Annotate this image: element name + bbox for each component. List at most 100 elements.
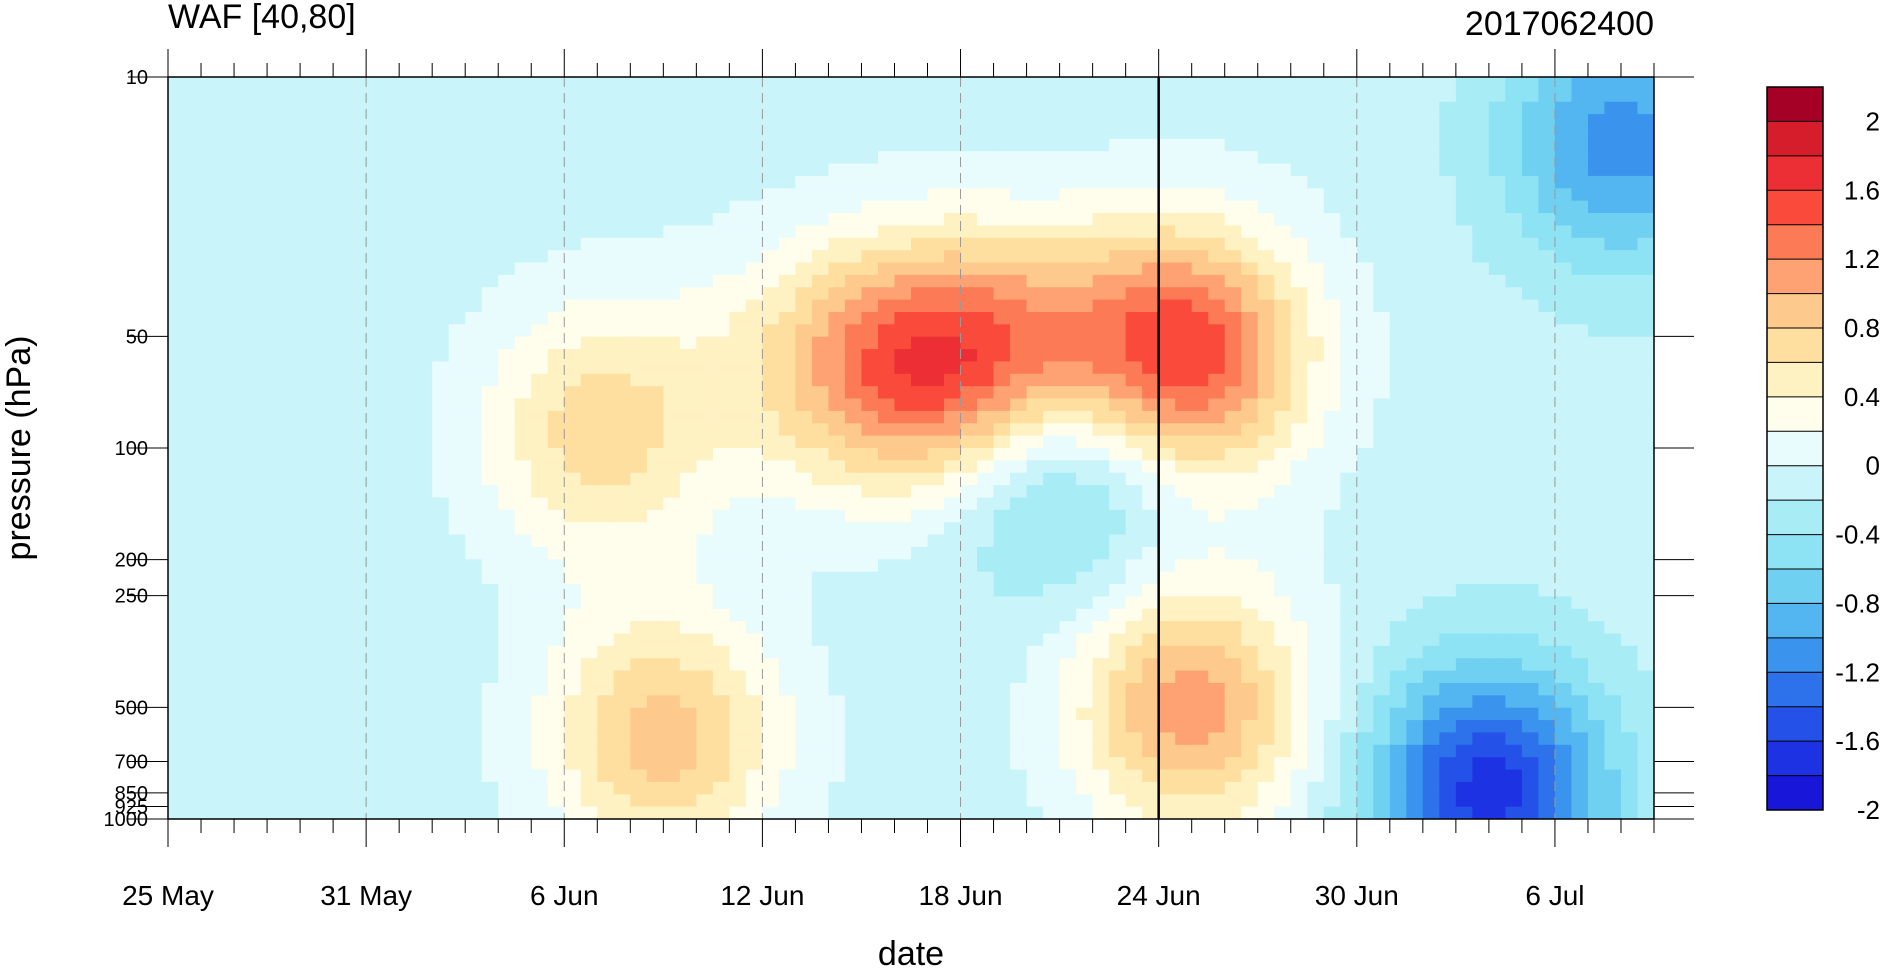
contour-cell (679, 596, 697, 610)
contour-cell (1488, 126, 1506, 140)
contour-cell (250, 114, 268, 128)
contour-cell (795, 77, 813, 90)
contour-cell (283, 695, 301, 709)
contour-cell (597, 806, 615, 819)
contour-cell (1257, 571, 1275, 585)
contour-cell (1455, 497, 1473, 511)
contour-cell (333, 720, 351, 734)
contour-cell (679, 89, 697, 103)
contour-cell (729, 386, 747, 400)
contour-cell (1241, 485, 1259, 499)
contour-cell (1043, 262, 1061, 276)
contour-cell (1010, 534, 1028, 548)
contour-cell (1422, 373, 1440, 387)
contour-cell (234, 571, 252, 585)
contour-cell (300, 386, 318, 400)
contour-cell (712, 757, 730, 771)
contour-cell (300, 559, 318, 573)
contour-cell (828, 398, 846, 412)
contour-cell (1373, 336, 1391, 350)
contour-cell (597, 114, 615, 128)
contour-cell (630, 435, 648, 449)
contour-cell (1191, 138, 1209, 152)
contour-cell (613, 373, 631, 387)
contour-cell (646, 769, 664, 783)
contour-cell (481, 794, 499, 808)
contour-cell (1389, 485, 1407, 499)
contour-cell (1043, 596, 1061, 610)
contour-cell (1521, 126, 1540, 140)
contour-cell (894, 485, 912, 499)
contour-cell (1043, 138, 1061, 152)
contour-cell (795, 596, 813, 610)
contour-cell (712, 460, 730, 474)
contour-cell (663, 670, 681, 684)
contour-cell (1257, 262, 1275, 276)
contour-cell (448, 485, 466, 499)
contour-cell (283, 435, 301, 449)
contour-cell (580, 386, 598, 400)
contour-cell (234, 423, 252, 437)
contour-cell (1125, 509, 1143, 523)
contour-cell (250, 584, 268, 597)
contour-cell (1241, 435, 1259, 449)
contour-cell (415, 794, 433, 808)
contour-cell (745, 744, 763, 758)
contour-cell (1175, 596, 1193, 610)
contour-cell (366, 744, 384, 758)
contour-cell (1241, 237, 1259, 251)
contour-cell (1010, 448, 1028, 461)
contour-cell (646, 794, 664, 808)
contour-cell (1373, 126, 1391, 140)
contour-cell (1142, 781, 1160, 795)
contour-cell (399, 794, 417, 808)
contour-cell (778, 138, 797, 152)
contour-cell (911, 707, 929, 721)
contour-cell (366, 324, 384, 338)
contour-cell (844, 299, 863, 313)
contour-cell (1373, 534, 1391, 548)
contour-cell (1257, 311, 1275, 325)
contour-cell (1356, 584, 1374, 597)
contour-cell (729, 361, 747, 375)
contour-cell (613, 336, 631, 350)
contour-cell (679, 546, 697, 560)
contour-cell (300, 89, 318, 103)
contour-cell (1290, 175, 1308, 189)
contour-cell (1290, 237, 1308, 251)
contour-cell (1059, 534, 1077, 548)
contour-cell (944, 645, 962, 659)
contour-cell (1158, 336, 1176, 350)
contour-cell (234, 237, 252, 251)
contour-cell (1439, 398, 1457, 412)
contour-cell (1307, 509, 1325, 523)
contour-cell (1488, 200, 1506, 214)
contour-cell (1010, 658, 1028, 672)
contour-cell (597, 645, 615, 659)
contour-cell (745, 559, 763, 573)
contour-cell (1505, 633, 1523, 647)
contour-cell (1191, 633, 1209, 647)
contour-cell (1538, 163, 1556, 177)
contour-cell (877, 114, 896, 128)
contour-cell (564, 658, 582, 672)
contour-cell (168, 509, 186, 523)
contour-cell (448, 175, 466, 189)
contour-cell (844, 707, 863, 721)
contour-cell (1142, 299, 1160, 313)
contour-cell (564, 262, 582, 276)
contour-cell (1092, 311, 1110, 325)
contour-cell (1158, 522, 1176, 536)
contour-cell (234, 151, 252, 165)
contour-cell (580, 485, 598, 499)
contour-cell (1290, 398, 1308, 412)
contour-cell (811, 138, 830, 152)
contour-cell (597, 781, 615, 795)
contour-cell (877, 732, 896, 746)
contour-cell (382, 114, 400, 128)
contour-cell (1356, 509, 1374, 523)
contour-cell (1290, 757, 1308, 771)
contour-cell (1356, 373, 1374, 387)
contour-cell (465, 448, 483, 461)
contour-cell (1340, 472, 1358, 486)
